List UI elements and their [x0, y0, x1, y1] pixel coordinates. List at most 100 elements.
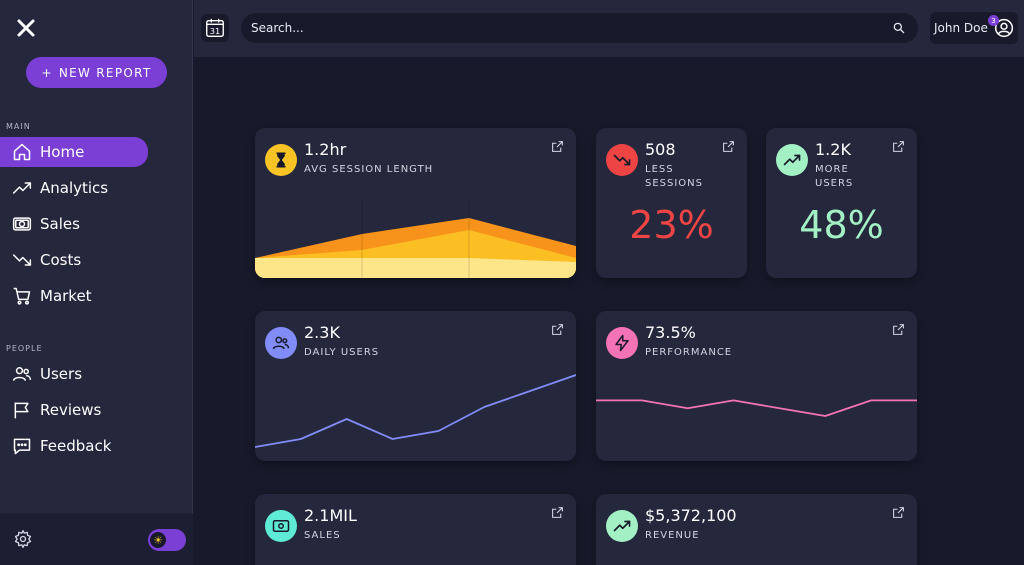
calendar-day: 31: [210, 26, 221, 36]
cart-icon: [13, 287, 31, 305]
label-line-1: MORE: [815, 164, 849, 175]
sidebar-item-analytics[interactable]: Analytics: [0, 173, 148, 203]
gear-icon[interactable]: [13, 529, 33, 549]
users-icon: [272, 336, 290, 350]
external-link-icon[interactable]: [551, 506, 564, 519]
label-line-1: LESS: [645, 164, 674, 175]
label-line-2: SESSIONS: [645, 178, 704, 189]
circle: [265, 510, 297, 542]
chat-icon: [13, 438, 31, 455]
sidebar-item-costs[interactable]: Costs: [0, 245, 148, 275]
card-session-length: 1.2hr AVG SESSION LENGTH: [255, 128, 576, 278]
external-link-icon[interactable]: [551, 323, 564, 336]
external-link-icon[interactable]: [892, 506, 905, 519]
card-label: SALES: [304, 530, 341, 541]
sidebar-item-home[interactable]: Home: [0, 137, 148, 167]
sidebar-item-label: Home: [40, 143, 85, 161]
daily-users-line-chart: [255, 374, 576, 448]
sidebar-item-label: Sales: [40, 215, 80, 233]
sidebar-footer: ☀: [0, 513, 193, 565]
performance-line-chart: [596, 399, 917, 417]
external-link-icon[interactable]: [892, 323, 905, 336]
sidebar-item-label: Reviews: [40, 401, 102, 419]
card-value: 1.2K: [815, 140, 851, 159]
sidebar: + NEW REPORT MAIN Home Analytics Sales C…: [0, 0, 193, 565]
external-link-icon[interactable]: [892, 140, 905, 153]
card-performance: 73.5% PERFORMANCE: [596, 311, 917, 461]
external-link-icon[interactable]: [551, 140, 564, 153]
circle: [265, 144, 297, 176]
calendar-button[interactable]: 31: [201, 14, 229, 42]
sidebar-item-users[interactable]: Users: [0, 359, 148, 389]
sidebar-item-label: Market: [40, 287, 92, 305]
users-icon: [12, 367, 32, 381]
flag-icon: [14, 402, 29, 419]
sidebar-item-reviews[interactable]: Reviews: [0, 395, 148, 425]
card-label: AVG SESSION LENGTH: [304, 164, 434, 175]
card-value: 2.1MIL: [304, 506, 357, 525]
card-daily-users: 2.3K DAILY USERS: [255, 311, 576, 461]
card-revenue: $5,372,100 REVENUE: [596, 494, 917, 565]
cash-icon: [272, 520, 290, 532]
card-label: REVENUE: [645, 530, 700, 541]
sidebar-item-label: Users: [40, 365, 83, 383]
card-percent: 23%: [629, 203, 714, 247]
trend-up-icon: [12, 182, 32, 194]
label-line-2: USERS: [815, 178, 854, 189]
section-label-main: MAIN: [6, 122, 31, 131]
card-label: DAILY USERS: [304, 347, 380, 358]
sidebar-item-sales[interactable]: Sales: [0, 209, 148, 239]
trend-up-icon: [783, 154, 801, 166]
plus-icon: +: [41, 65, 53, 80]
sidebar-item-label: Costs: [40, 251, 82, 269]
search-input[interactable]: [241, 13, 918, 43]
search-icon[interactable]: [892, 21, 906, 35]
line-series: [255, 374, 576, 448]
card-label: PERFORMANCE: [645, 347, 733, 358]
card-label: LESS SESSIONS: [645, 163, 703, 191]
theme-toggle[interactable]: ☀: [148, 529, 186, 551]
line-series: [596, 399, 917, 417]
area-series-2: [255, 258, 576, 278]
close-icon[interactable]: [14, 16, 38, 40]
external-link-icon[interactable]: [722, 140, 735, 153]
search-bar: [241, 13, 918, 43]
card-label: MORE USERS: [815, 163, 853, 191]
trend-down-icon: [12, 254, 32, 266]
card-value: 73.5%: [645, 323, 696, 342]
sidebar-item-label: Analytics: [40, 179, 109, 197]
card-sales: 2.1MIL SALES: [255, 494, 576, 565]
trend-up-icon: [613, 520, 631, 532]
circle: [265, 327, 297, 359]
session-area-chart: [255, 198, 576, 278]
sidebar-item-market[interactable]: Market: [0, 281, 148, 311]
hourglass-icon: [276, 152, 286, 168]
cash-icon: [12, 217, 32, 231]
circle: [606, 327, 638, 359]
new-report-button[interactable]: + NEW REPORT: [26, 57, 167, 88]
card-more-users: 1.2K MORE USERS 48%: [766, 128, 917, 278]
sun-icon: ☀: [150, 532, 166, 548]
section-label-people: PEOPLE: [6, 344, 43, 353]
card-less-sessions: 508 LESS SESSIONS 23%: [596, 128, 747, 278]
circle: [606, 510, 638, 542]
circle: [776, 144, 808, 176]
avatar-icon: [994, 18, 1013, 38]
lightning-icon: [615, 334, 629, 352]
notification-badge: 3: [988, 15, 999, 26]
trend-down-icon: [613, 154, 631, 166]
user-menu[interactable]: John Doe 3: [930, 12, 1018, 44]
card-value: 508: [645, 140, 676, 159]
circle: [606, 144, 638, 176]
sidebar-item-feedback[interactable]: Feedback: [0, 431, 148, 461]
topbar: 31 John Doe 3: [194, 0, 1024, 57]
new-report-label: NEW REPORT: [58, 65, 152, 80]
card-value: $5,372,100: [645, 506, 737, 525]
calendar-icon: 31: [206, 18, 224, 37]
card-percent: 48%: [799, 203, 884, 247]
card-value: 2.3K: [304, 323, 340, 342]
card-value: 1.2hr: [304, 140, 347, 159]
sidebar-item-label: Feedback: [40, 437, 112, 455]
user-name: John Doe: [934, 21, 988, 35]
home-icon: [13, 143, 31, 161]
